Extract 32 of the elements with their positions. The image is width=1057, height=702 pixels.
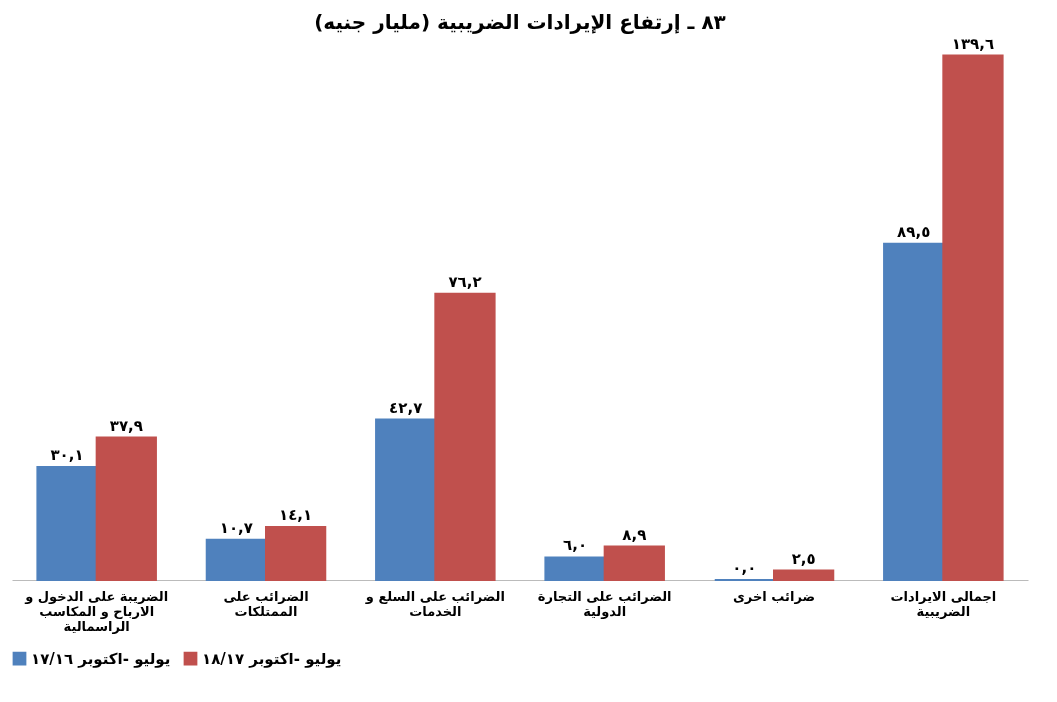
bar <box>205 538 267 581</box>
bar <box>773 569 835 581</box>
data-label: ٢,٥ <box>791 549 816 568</box>
data-label: ٧٦,٢ <box>448 272 482 291</box>
data-label: ١٠,٧ <box>219 518 253 537</box>
data-label: ٤٢,٧ <box>389 398 423 417</box>
data-label: ١٣٩,٦ <box>951 34 995 53</box>
data-label: ٠,٠ <box>732 559 757 577</box>
x-tick-label: الضرائب على السلع و الخدمات <box>364 588 505 619</box>
data-label: ٦,٠ <box>563 536 588 555</box>
bar <box>265 526 327 581</box>
bar <box>95 436 157 581</box>
data-label: ٨٩,٥ <box>897 222 931 241</box>
bar <box>942 54 1004 581</box>
bar <box>603 545 665 581</box>
bar <box>544 556 606 581</box>
data-label: ٣٧,٩ <box>109 416 143 435</box>
bar <box>375 418 437 581</box>
x-tick-label: الضريبة على الدخول و الارباح و المكاسب الراسمالية <box>24 588 169 634</box>
data-label: ٨,٩ <box>622 525 647 544</box>
data-label: ١٤,١ <box>279 506 313 525</box>
x-tick-label: الضرائب على التجارة الدولية <box>537 588 672 619</box>
x-tick-label: اجمالى الايرادات الضريبية <box>890 588 997 619</box>
legend-label: يوليو -اكتوبر ١٨/١٧ <box>202 649 342 668</box>
bar <box>36 465 98 581</box>
bar <box>883 242 945 581</box>
bar <box>434 292 496 581</box>
x-tick-label: الضرائب على الممتلكات <box>223 588 309 619</box>
x-tick-label: ضرائب اخرى <box>732 588 816 604</box>
legend-label: يوليو -اكتوبر ١٧/١٦ <box>31 649 171 668</box>
chart-title: ٨٣ ـ إرتفاع الإيرادات الضريبية (مليار جنيه) <box>314 9 726 34</box>
data-label: ٣٠,١ <box>50 445 84 464</box>
